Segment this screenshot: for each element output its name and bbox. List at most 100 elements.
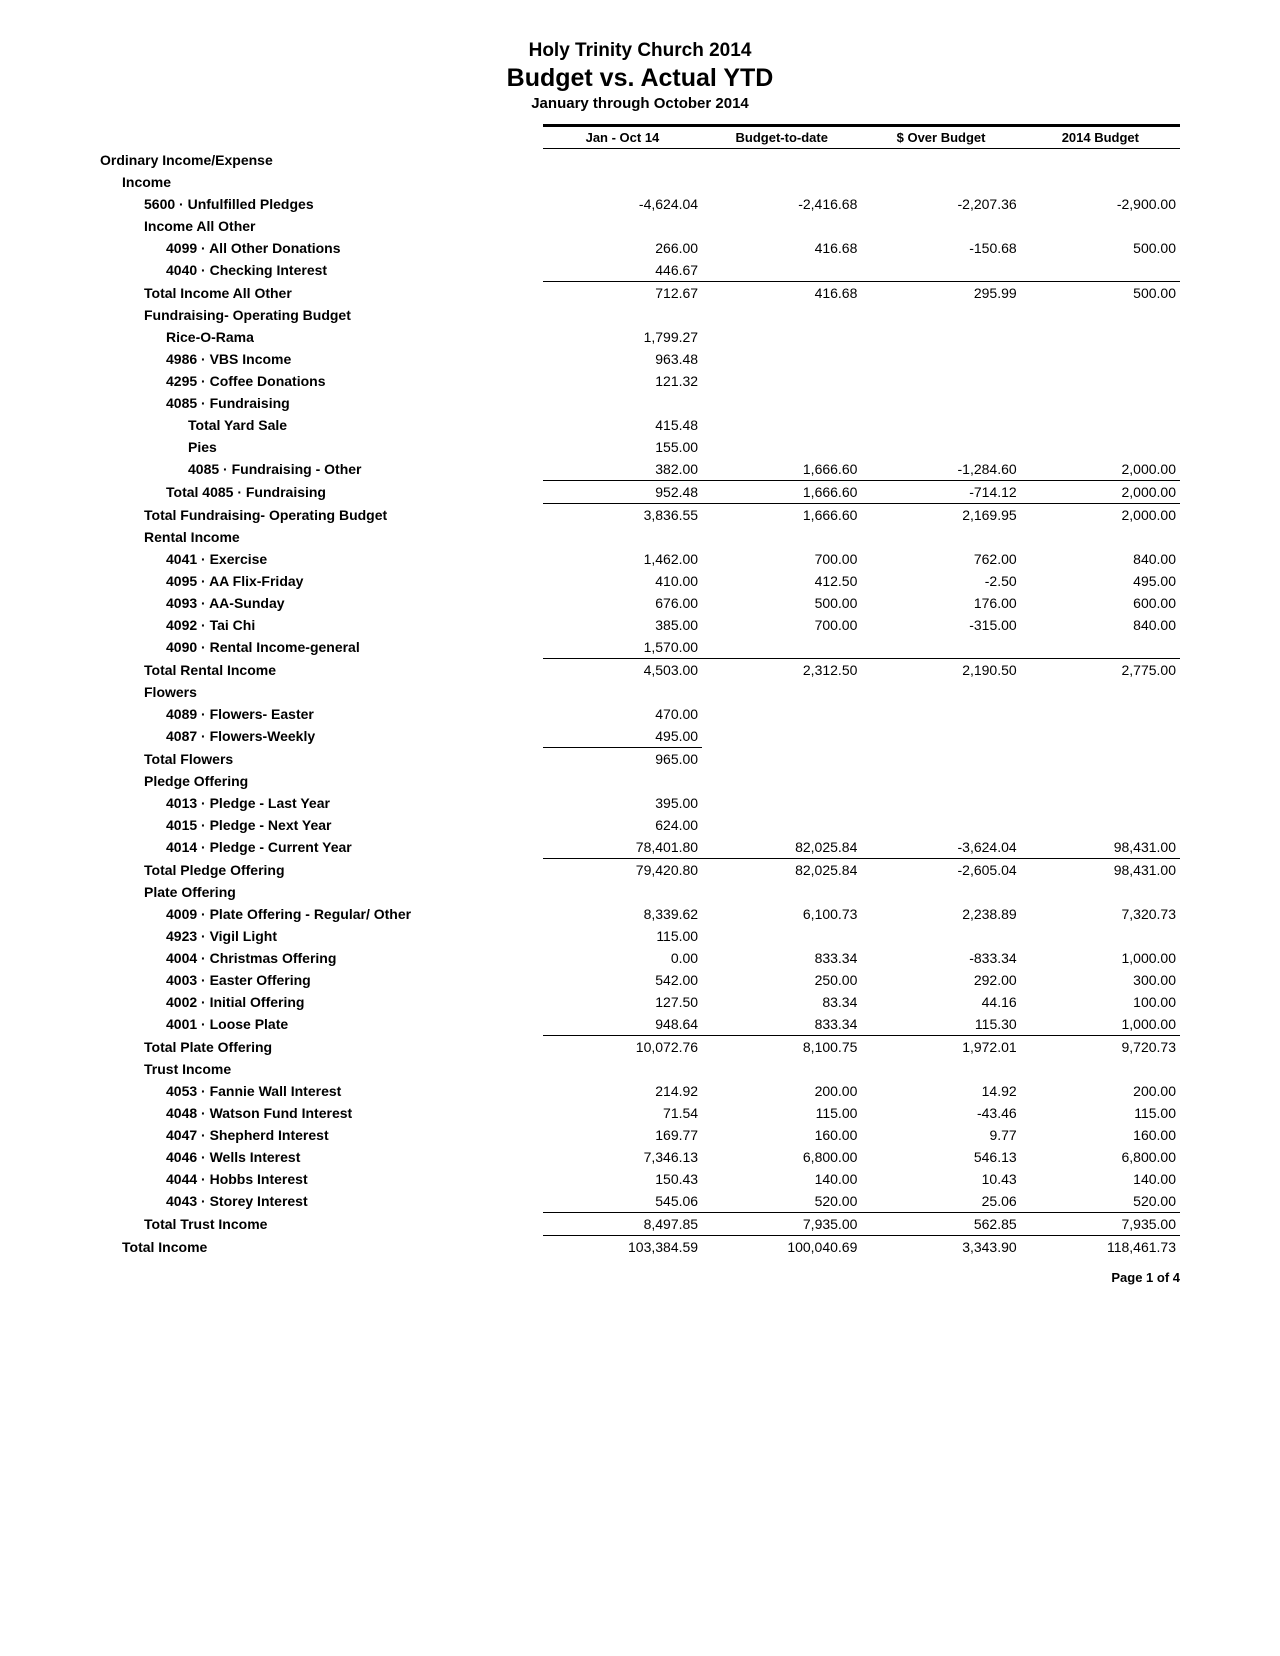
row-value: 83.34 [702,991,861,1013]
row-value: 3,836.55 [543,503,702,526]
row-value [861,526,1020,548]
row-value [543,392,702,414]
row-value [702,326,861,348]
row-label: 4001 · Loose Plate [100,1013,543,1036]
row-value [543,304,702,326]
row-value: 200.00 [702,1080,861,1102]
row-label: 4923 · Vigil Light [100,925,543,947]
row-value [1021,414,1180,436]
table-header-row: Jan - Oct 14 Budget-to-date $ Over Budge… [100,126,1180,149]
table-row: 4986 · VBS Income963.48 [100,348,1180,370]
row-label: Income [100,171,543,193]
table-row: 4085 · Fundraising [100,392,1180,414]
row-label: Trust Income [100,1058,543,1080]
row-value [861,747,1020,770]
row-label: 4013 · Pledge - Last Year [100,792,543,814]
row-value [861,681,1020,703]
table-row: 4087 · Flowers-Weekly495.00 [100,725,1180,748]
row-value [1021,348,1180,370]
row-label: 4003 · Easter Offering [100,969,543,991]
row-value: 140.00 [1021,1168,1180,1190]
table-row: 4090 · Rental Income-general1,570.00 [100,636,1180,659]
row-value: 500.00 [1021,281,1180,304]
row-value [702,925,861,947]
row-label: 4048 · Watson Fund Interest [100,1102,543,1124]
table-row: Income All Other [100,215,1180,237]
row-label: 4099 · All Other Donations [100,237,543,259]
row-value [543,215,702,237]
row-label: Total Yard Sale [100,414,543,436]
table-row: 4003 · Easter Offering542.00250.00292.00… [100,969,1180,991]
row-value [1021,215,1180,237]
row-label: Total 4085 · Fundraising [100,480,543,503]
row-value: 3,343.90 [861,1235,1020,1258]
row-value: 500.00 [702,592,861,614]
row-value [861,259,1020,282]
row-value [861,436,1020,458]
row-value: 214.92 [543,1080,702,1102]
table-row: 4040 · Checking Interest446.67 [100,259,1180,282]
row-value [861,725,1020,748]
row-value: -3,624.04 [861,836,1020,859]
row-label: Pies [100,436,543,458]
row-value [861,770,1020,792]
row-value [861,171,1020,193]
row-value: 600.00 [1021,592,1180,614]
row-label: 4041 · Exercise [100,548,543,570]
table-row: 4043 · Storey Interest545.06520.0025.065… [100,1190,1180,1213]
row-label: 4087 · Flowers-Weekly [100,725,543,748]
row-value: 82,025.84 [702,858,861,881]
row-value [702,149,861,171]
row-value: 250.00 [702,969,861,991]
row-value: 82,025.84 [702,836,861,859]
row-label: Total Income All Other [100,281,543,304]
row-value: 1,570.00 [543,636,702,659]
row-label: Rental Income [100,526,543,548]
row-label: 5600 · Unfulfilled Pledges [100,193,543,215]
row-value: 44.16 [861,991,1020,1013]
row-value: 8,497.85 [543,1212,702,1235]
row-value: 410.00 [543,570,702,592]
row-label: 4043 · Storey Interest [100,1190,543,1213]
table-row: 4092 · Tai Chi385.00700.00-315.00840.00 [100,614,1180,636]
table-row: 4014 · Pledge - Current Year78,401.8082,… [100,836,1180,859]
row-value [861,881,1020,903]
row-value [861,703,1020,725]
table-row: 4004 · Christmas Offering0.00833.34-833.… [100,947,1180,969]
row-value [702,1058,861,1080]
row-value: -2,900.00 [1021,193,1180,215]
row-value: 395.00 [543,792,702,814]
row-value: 833.34 [702,1013,861,1036]
row-value: 169.77 [543,1124,702,1146]
row-value: 8,100.75 [702,1035,861,1058]
row-value: 963.48 [543,348,702,370]
table-row: 4009 · Plate Offering - Regular/ Other8,… [100,903,1180,925]
row-value [702,703,861,725]
row-value [861,925,1020,947]
table-row: 4013 · Pledge - Last Year395.00 [100,792,1180,814]
row-value: 762.00 [861,548,1020,570]
row-value: 700.00 [702,614,861,636]
row-value: 14.92 [861,1080,1020,1102]
row-value: 382.00 [543,458,702,481]
table-row: 4001 · Loose Plate948.64833.34115.301,00… [100,1013,1180,1036]
row-value [1021,770,1180,792]
row-value: 542.00 [543,969,702,991]
row-value: 100.00 [1021,991,1180,1013]
row-value [861,814,1020,836]
row-label: Total Plate Offering [100,1035,543,1058]
table-row: 4923 · Vigil Light115.00 [100,925,1180,947]
row-value: -2,605.04 [861,858,1020,881]
table-row: Plate Offering [100,881,1180,903]
row-value: 295.99 [861,281,1020,304]
row-value [702,636,861,659]
row-label: 4014 · Pledge - Current Year [100,836,543,859]
row-value: 115.30 [861,1013,1020,1036]
table-row: 4295 · Coffee Donations121.32 [100,370,1180,392]
row-value: 1,462.00 [543,548,702,570]
row-value [861,414,1020,436]
table-row: Total Rental Income4,503.002,312.502,190… [100,658,1180,681]
row-value: 160.00 [1021,1124,1180,1146]
row-value: 115.00 [543,925,702,947]
table-row: 4085 · Fundraising - Other382.001,666.60… [100,458,1180,481]
